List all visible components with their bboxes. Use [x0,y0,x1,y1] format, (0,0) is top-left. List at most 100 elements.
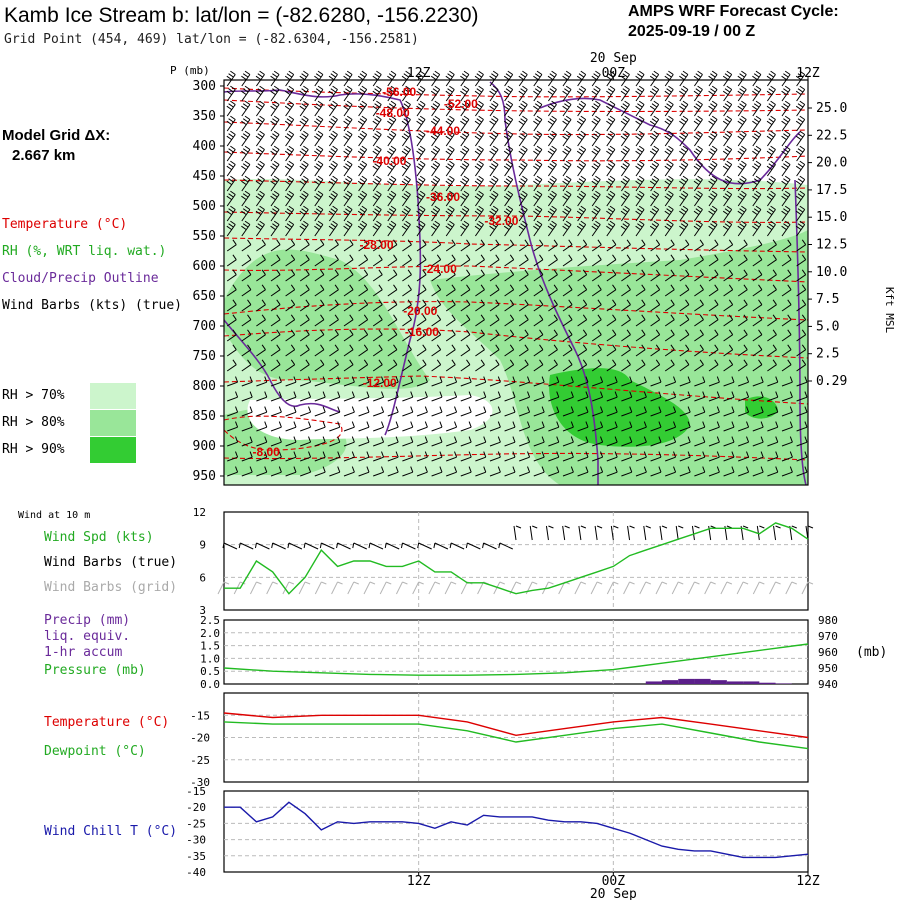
wind-barb [694,329,704,342]
wind-barb [226,145,236,162]
wind-barb [620,190,630,207]
chill-tick: -20 [186,801,206,814]
wind-barb [548,436,560,447]
wind-barb [489,269,500,282]
wind-barb [343,254,354,267]
wind-barb [679,406,691,417]
wind-barb [504,269,515,282]
wind-barb [299,239,310,252]
cloud-outline-far-right [794,179,807,486]
wind-barb [649,190,660,207]
wind-barb [664,115,674,132]
wind-barb [241,205,251,222]
wind-barb [752,100,762,117]
wind-barb [635,299,646,312]
wind-barb [241,421,253,432]
wind-barb [314,466,326,477]
wind-barb [460,391,472,402]
wind-barb [475,284,485,297]
wind-barb [372,284,383,297]
wind-barb [737,299,748,312]
wind-barb-grid [590,581,603,595]
wind-barb [635,314,646,327]
wind-barb [752,466,764,477]
wind-barb [606,115,616,132]
wind-barb [503,190,514,207]
wind-barb [767,314,777,327]
pressure-tick: 600 [193,259,216,274]
wind-barb [548,254,558,267]
label-precip: Precip (mm) [44,613,131,628]
wind-barb [576,85,587,102]
wind-barb [665,391,677,402]
precip-tick: 1.5 [200,640,220,653]
wind-barb [285,254,296,267]
wind-barb [679,85,689,102]
wind-barb [299,284,310,297]
wind-barb [329,466,341,477]
wind-barb [767,436,779,447]
wind-speed-tick: 9 [199,539,206,552]
wind-barb [489,205,499,222]
temp-label: -36.00 [426,190,460,204]
wind-barb [533,205,543,222]
wind-barb [767,359,777,372]
wind-barb [693,190,703,207]
wind-barb [533,406,545,417]
wind-barb-grid [444,581,457,595]
wind-barb [285,451,297,462]
wind-barb [373,421,385,432]
wind-barb [635,220,645,237]
wind-barb [635,406,647,417]
wind-barb [402,406,414,417]
wind-barb [562,85,572,102]
wind-barb [518,130,528,147]
wind-barb [329,406,341,417]
wind-barb [445,299,456,312]
wind-barb [518,190,528,207]
wind-barb [299,160,309,177]
wind-barb [723,314,734,327]
wind-barb [430,145,441,162]
wind-barb [635,269,646,282]
wind-barb [314,284,325,297]
wind-barb [737,329,748,342]
wind-barb [270,329,281,342]
wind-barb [285,344,296,357]
wind-barb [781,299,792,312]
wind-barb [241,466,253,477]
chill-tick: -40 [186,866,206,879]
wind-barb [387,329,398,342]
wind-barb [357,220,368,237]
wind-barb [241,220,251,237]
wind-barb [241,269,252,282]
wind-barb [256,269,266,282]
pressure-tick: 550 [193,229,216,244]
height-tick: 17.5 [816,183,847,198]
wind-barb [460,130,470,147]
wind-barb [503,115,514,132]
wind-barb [445,70,455,87]
wind-barb [795,205,806,222]
wind-barb [226,130,236,147]
wind-barb [591,329,602,342]
wind-barb [256,391,268,402]
wind-barb-true [465,542,481,550]
wind-barb [635,344,646,357]
wind-barb [299,220,309,237]
wind-barb [650,254,661,267]
wind-barb [752,220,762,237]
wind-barb [519,466,531,477]
wind-barb [299,175,309,192]
wind-barb [737,160,747,177]
wind-barb [241,284,252,297]
wind-barb [402,451,414,462]
wind-barb [781,175,791,192]
wind-barb [445,145,455,162]
wind-barb [664,254,675,267]
wind-barb [285,466,297,477]
wind-barb [401,190,411,207]
wind-barb [489,421,501,432]
wind-barb [314,344,325,357]
wind-barb [620,145,630,162]
